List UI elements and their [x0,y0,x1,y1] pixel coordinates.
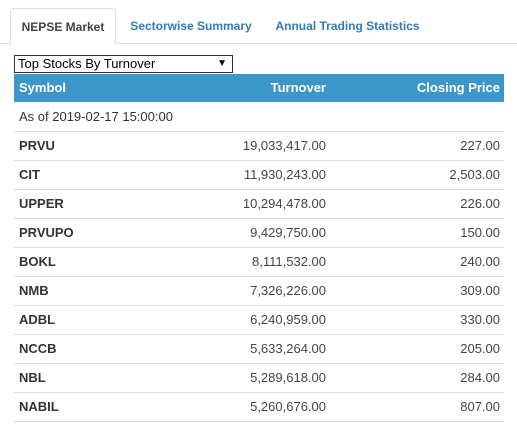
table-header: Symbol Turnover Closing Price [14,74,504,102]
header-turnover: Turnover [270,80,326,95]
tab-bar: NEPSE Market Sectorwise Summary Annual T… [0,0,517,45]
cell-symbol: PRVU [19,138,55,153]
tab-sectorwise-summary[interactable]: Sectorwise Summary [130,19,252,33]
cell-closing-price: 309.00 [460,283,500,298]
table-body: PRVU 19,033,417.00 227.00 CIT 11,930,243.00 2… [14,132,504,422]
table-row: UPPER 10,294,478.00 226.00 [14,190,504,219]
cell-closing-price: 240.00 [460,254,500,269]
table-row: NABIL 5,260,676.00 807.00 [14,393,504,422]
table-row: PRVU 19,033,417.00 227.00 [14,132,504,161]
as-of-timestamp: As of 2019-02-17 15:00:00 [14,102,504,132]
cell-turnover: 10,294,478.00 [242,196,326,211]
cell-turnover: 5,289,618.00 [250,370,326,385]
table-row: NCCB 5,633,264.00 205.00 [14,335,504,364]
table-row: NBL 5,289,618.00 284.00 [14,364,504,393]
cell-symbol: PRVUPO [19,225,74,240]
stock-list-select[interactable]: Top Stocks By Turnover ▼ [14,55,233,73]
cell-turnover: 8,111,532.00 [252,254,326,269]
cell-closing-price: 226.00 [460,196,500,211]
cell-turnover: 7,326,226.00 [250,283,326,298]
cell-symbol: NBL [19,370,46,385]
cell-turnover: 6,240,959.00 [250,312,326,327]
table-row: ADBL 6,240,959.00 330.00 [14,306,504,335]
cell-symbol: NMB [19,283,49,298]
cell-symbol: UPPER [19,196,64,211]
table-row: PRVUPO 9,429,750.00 150.00 [14,219,504,248]
table-row: CIT 11,930,243.00 2,503.00 [14,161,504,190]
dropdown-arrow-icon: ▼ [217,58,227,69]
cell-symbol: BOKL [19,254,56,269]
table-row: BOKL 8,111,532.00 240.00 [14,248,504,277]
cell-closing-price: 227.00 [460,138,500,153]
cell-turnover: 9,429,750.00 [250,225,326,240]
cell-symbol: NCCB [19,341,57,356]
cell-turnover: 5,633,264.00 [250,341,326,356]
cell-closing-price: 807.00 [460,399,500,414]
cell-turnover: 5,260,676.00 [250,399,326,414]
header-symbol: Symbol [19,80,66,95]
table-row: NMB 7,326,226.00 309.00 [14,277,504,306]
cell-symbol: CIT [19,167,40,182]
cell-symbol: ADBL [19,312,56,327]
cell-closing-price: 205.00 [460,341,500,356]
cell-symbol: NABIL [19,399,59,414]
select-value: Top Stocks By Turnover [18,56,156,71]
cell-closing-price: 2,503.00 [449,167,500,182]
cell-turnover: 11,930,243.00 [243,167,326,182]
cell-closing-price: 150.00 [460,225,500,240]
header-closing-price: Closing Price [416,80,500,95]
cell-closing-price: 284.00 [460,370,500,385]
stocks-table: Symbol Turnover Closing Price As of 2019… [14,74,504,422]
cell-closing-price: 330.00 [460,312,500,327]
cell-turnover: 19,033,417.00 [242,138,326,153]
tab-annual-trading-statistics[interactable]: Annual Trading Statistics [275,19,420,33]
tab-nepse-market[interactable]: NEPSE Market [10,8,116,45]
